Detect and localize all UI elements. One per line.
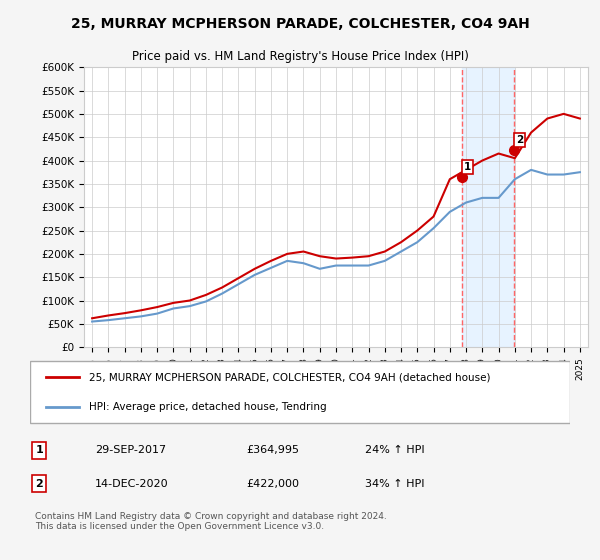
Text: Price paid vs. HM Land Registry's House Price Index (HPI): Price paid vs. HM Land Registry's House … (131, 50, 469, 63)
Text: HPI: Average price, detached house, Tendring: HPI: Average price, detached house, Tend… (89, 402, 327, 412)
Text: 1: 1 (464, 162, 471, 172)
Text: 24% ↑ HPI: 24% ↑ HPI (365, 445, 424, 455)
Text: £364,995: £364,995 (246, 445, 299, 455)
Text: 2: 2 (515, 136, 523, 145)
Text: 1: 1 (35, 445, 43, 455)
Text: Contains HM Land Registry data © Crown copyright and database right 2024.
This d: Contains HM Land Registry data © Crown c… (35, 512, 387, 531)
Bar (462, 67, 514, 347)
Text: 2: 2 (35, 479, 43, 488)
FancyBboxPatch shape (30, 361, 570, 423)
Text: 34% ↑ HPI: 34% ↑ HPI (365, 479, 424, 488)
Text: 25, MURRAY MCPHERSON PARADE, COLCHESTER, CO4 9AH: 25, MURRAY MCPHERSON PARADE, COLCHESTER,… (71, 17, 529, 31)
Text: £422,000: £422,000 (246, 479, 299, 488)
Text: 25, MURRAY MCPHERSON PARADE, COLCHESTER, CO4 9AH (detached house): 25, MURRAY MCPHERSON PARADE, COLCHESTER,… (89, 372, 491, 382)
Text: 14-DEC-2020: 14-DEC-2020 (95, 479, 169, 488)
Text: 29-SEP-2017: 29-SEP-2017 (95, 445, 166, 455)
